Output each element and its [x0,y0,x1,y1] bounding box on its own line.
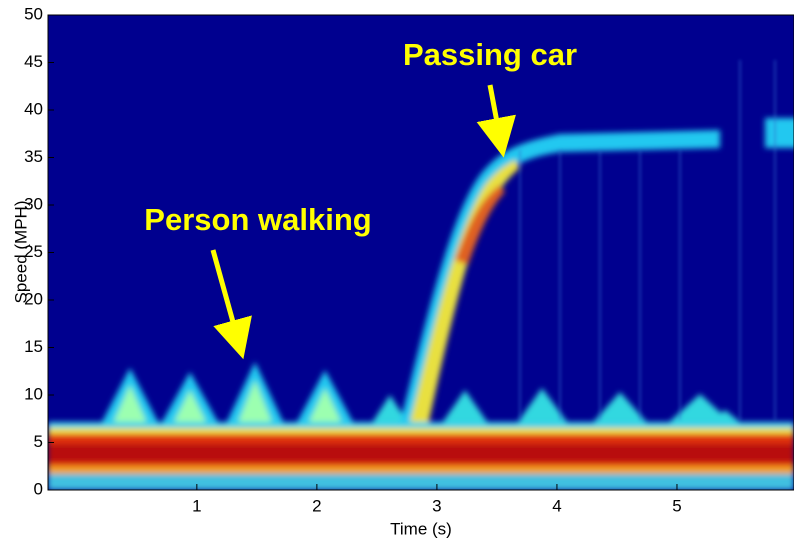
y-tick-label: 20 [24,289,43,308]
y-tick-label: 40 [24,99,43,118]
annotation: Passing car [403,37,577,72]
y-tick-label: 5 [34,432,43,451]
x-tick-label: 3 [432,496,441,515]
y-tick-label: 0 [34,479,43,498]
x-tick-label: 2 [312,496,321,515]
annotation-arrow [476,84,516,158]
annotation: Person walking [144,202,371,237]
y-tick-label: 30 [24,194,43,213]
y-tick-label: 10 [24,384,43,403]
x-tick-label: 4 [552,496,561,515]
y-tick-label: 25 [24,242,43,261]
x-tick-label: 5 [672,496,681,515]
annotation-arrow [210,249,252,360]
y-tick-label: 50 [24,4,43,23]
y-tick-label: 15 [24,337,43,356]
y-tick-label: 35 [24,147,43,166]
x-axis-label: Time (s) [390,519,452,538]
y-axis-label: Speed (MPH) [11,201,30,304]
spectrogram-image [48,15,794,490]
x-tick-label: 1 [192,496,201,515]
y-tick-label: 45 [24,52,43,71]
